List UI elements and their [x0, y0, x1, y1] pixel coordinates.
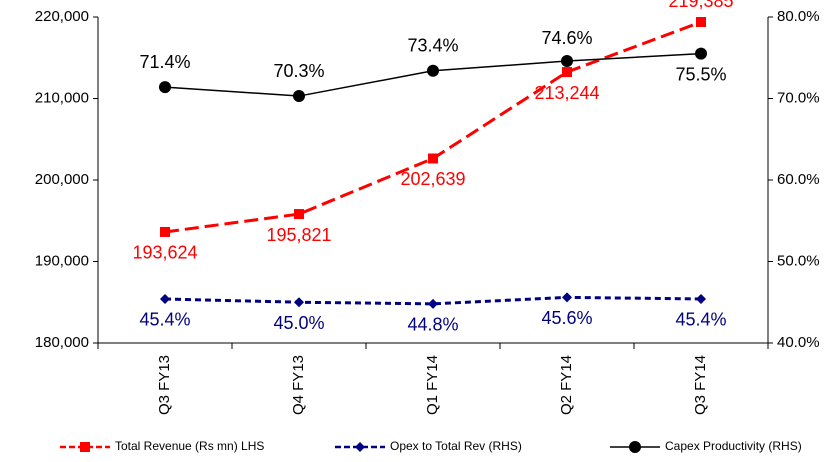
legend-marker [629, 441, 641, 453]
y-tick-label: 200,000 [35, 171, 89, 188]
y-tick-label: 220,000 [35, 8, 89, 25]
legend-marker [355, 442, 365, 452]
data-label: 45.4% [139, 310, 190, 330]
data-point [294, 297, 304, 308]
data-point [428, 298, 438, 309]
y2-tick-label: 50.0% [777, 252, 820, 269]
data-label: 193,624 [132, 243, 197, 263]
data-point [428, 153, 438, 164]
legend-label: Total Revenue (Rs mn) LHS [115, 439, 264, 453]
y2-tick-label: 40.0% [777, 334, 820, 351]
data-point [160, 293, 170, 304]
data-label: 219,385 [668, 0, 733, 11]
data-label: 75.5% [675, 64, 726, 84]
y2-tick-label: 80.0% [777, 8, 820, 25]
data-point [562, 67, 572, 78]
y-tick-label: 180,000 [35, 334, 89, 351]
data-point [695, 47, 707, 60]
data-label: 74.6% [541, 28, 592, 48]
x-tick-label: Q4 FY13 [290, 355, 307, 415]
data-label: 70.3% [273, 61, 324, 81]
y2-tick-label: 60.0% [777, 171, 820, 188]
data-point [159, 81, 171, 94]
x-tick-label: Q2 FY14 [558, 355, 575, 415]
data-point [293, 90, 305, 103]
data-point [696, 293, 706, 304]
data-label: 45.4% [675, 310, 726, 330]
data-label: 213,244 [534, 83, 599, 103]
x-tick-label: Q3 FY14 [692, 355, 709, 415]
legend-label: Capex Productivity (RHS) [665, 439, 802, 453]
data-point [294, 209, 304, 220]
data-label: 45.0% [273, 313, 324, 333]
data-point [160, 226, 170, 237]
legend-marker [80, 442, 90, 452]
data-label: 195,821 [266, 225, 331, 245]
x-tick-label: Q1 FY14 [424, 355, 441, 415]
x-tick-label: Q3 FY13 [156, 355, 173, 415]
legend-label: Opex to Total Rev (RHS) [390, 439, 522, 453]
y-tick-label: 210,000 [35, 89, 89, 106]
data-label: 202,639 [400, 169, 465, 189]
y-tick-label: 190,000 [35, 252, 89, 269]
y2-tick-label: 70.0% [777, 89, 820, 106]
data-label: 73.4% [407, 36, 458, 56]
data-point [562, 292, 572, 303]
data-point [561, 55, 573, 68]
data-point [427, 64, 439, 77]
data-point [696, 17, 706, 28]
data-label: 44.8% [407, 315, 458, 335]
data-label: 45.6% [541, 308, 592, 328]
data-label: 71.4% [139, 52, 190, 72]
